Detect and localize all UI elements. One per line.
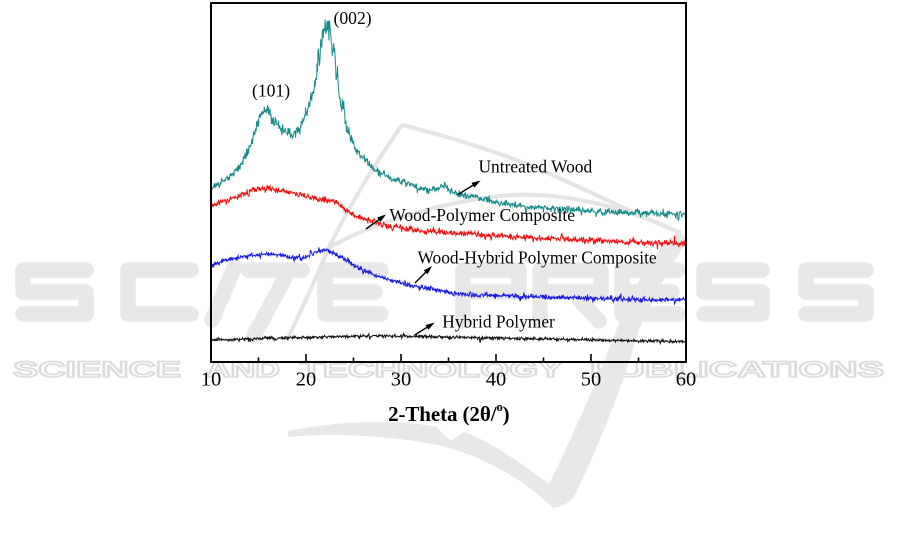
svg-text:(002): (002): [334, 8, 372, 28]
svg-text:60: 60: [676, 369, 697, 391]
svg-text:20: 20: [296, 369, 317, 391]
svg-text:50: 50: [581, 369, 602, 391]
svg-text:Wood-Polymer Composite: Wood-Polymer Composite: [389, 205, 575, 225]
svg-text:10: 10: [201, 369, 222, 391]
svg-text:Untreated Wood: Untreated Wood: [479, 156, 593, 176]
svg-text:PUBLICATIONS: PUBLICATIONS: [590, 357, 884, 382]
svg-text:2-Theta (2θ/o): 2-Theta (2θ/o): [388, 400, 510, 426]
svg-text:TECHNOLOGY: TECHNOLOGY: [300, 357, 563, 382]
svg-text:Hybrid Polymer: Hybrid Polymer: [442, 312, 555, 332]
svg-text:30: 30: [391, 369, 412, 391]
svg-text:Wood-Hybrid Polymer Composite: Wood-Hybrid Polymer Composite: [418, 248, 657, 268]
svg-text:40: 40: [486, 369, 507, 391]
svg-text:(101): (101): [252, 81, 290, 101]
svg-text:SCIENCE: SCIENCE: [13, 357, 181, 382]
